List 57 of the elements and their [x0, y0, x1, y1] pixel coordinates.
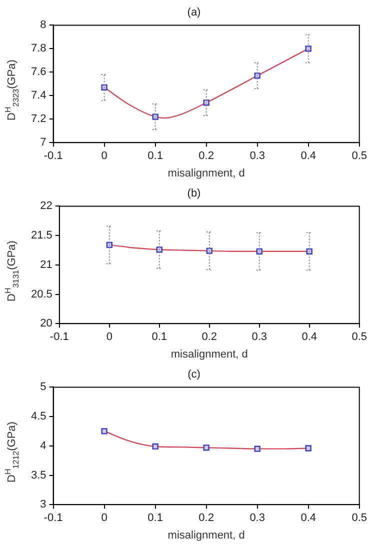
y-tick-label: 8: [40, 19, 46, 32]
x-axis-title: misalignment, d: [168, 167, 245, 180]
y-tick-label: 21: [40, 258, 52, 271]
x-tick-label: 0: [101, 512, 108, 524]
x-tick-label: 0.2: [198, 150, 214, 162]
y-tick-label: 20.5: [30, 288, 52, 300]
point: [101, 84, 108, 90]
x-tick-label: 0.5: [352, 331, 368, 344]
x-tick-label: 0.1: [148, 150, 163, 162]
y-tick-label: 4: [40, 440, 46, 452]
point: [152, 443, 158, 450]
point: [203, 444, 210, 451]
point: [101, 428, 108, 434]
y-tick-label: 3: [40, 498, 46, 511]
x-axis-title: misalignment, d: [168, 529, 245, 542]
point: [305, 445, 312, 452]
point: [256, 248, 262, 254]
chart-title: (a): [187, 6, 201, 19]
x-tick-label: 0.2: [198, 512, 214, 524]
y-tick-label: 20: [40, 318, 52, 330]
point: [254, 72, 260, 79]
y-tick-label: 7.2: [30, 113, 46, 126]
x-tick-label: 0.4: [300, 150, 316, 162]
point: [254, 446, 260, 452]
chart-title: (c): [188, 368, 200, 381]
y-tick-label: 5: [40, 381, 46, 394]
y-tick-label: 4.5: [30, 410, 46, 423]
point: [106, 242, 112, 248]
y-tick-label: 21.5: [30, 230, 52, 242]
y-tick-label: 22: [40, 200, 52, 212]
x-tick-label: 0.3: [250, 512, 265, 524]
x-tick-label: 0.3: [250, 150, 265, 162]
chart-title: (b): [187, 188, 201, 200]
x-tick-label: 0: [106, 331, 112, 344]
y-tick-label: 7.4: [30, 90, 46, 102]
point: [203, 100, 210, 106]
x-tick-label: -0.1: [44, 512, 63, 524]
x-tick-label: 0.3: [252, 331, 268, 344]
y-tick-label: 7.6: [30, 66, 46, 78]
x-tick-label: 0.4: [300, 512, 316, 524]
x-tick-label: -0.1: [50, 331, 69, 344]
point: [156, 246, 162, 253]
x-tick-label: 0.5: [352, 150, 368, 162]
x-tick-label: 0.4: [302, 331, 318, 344]
x-tick-label: 0.5: [352, 512, 368, 524]
x-tick-label: 0.1: [152, 331, 168, 344]
point: [306, 248, 312, 254]
x-tick-label: 0.1: [148, 512, 163, 524]
y-tick-label: 7.8: [30, 42, 46, 55]
x-tick-label: 0: [101, 150, 108, 162]
x-axis-title: misalignment, d: [170, 348, 248, 360]
y-tick-label: 7: [40, 136, 46, 149]
x-tick-label: -0.1: [44, 150, 63, 162]
x-tick-label: 0.2: [202, 331, 218, 344]
point: [206, 248, 212, 254]
point: [152, 114, 158, 120]
y-tick-label: 3.5: [30, 469, 46, 482]
